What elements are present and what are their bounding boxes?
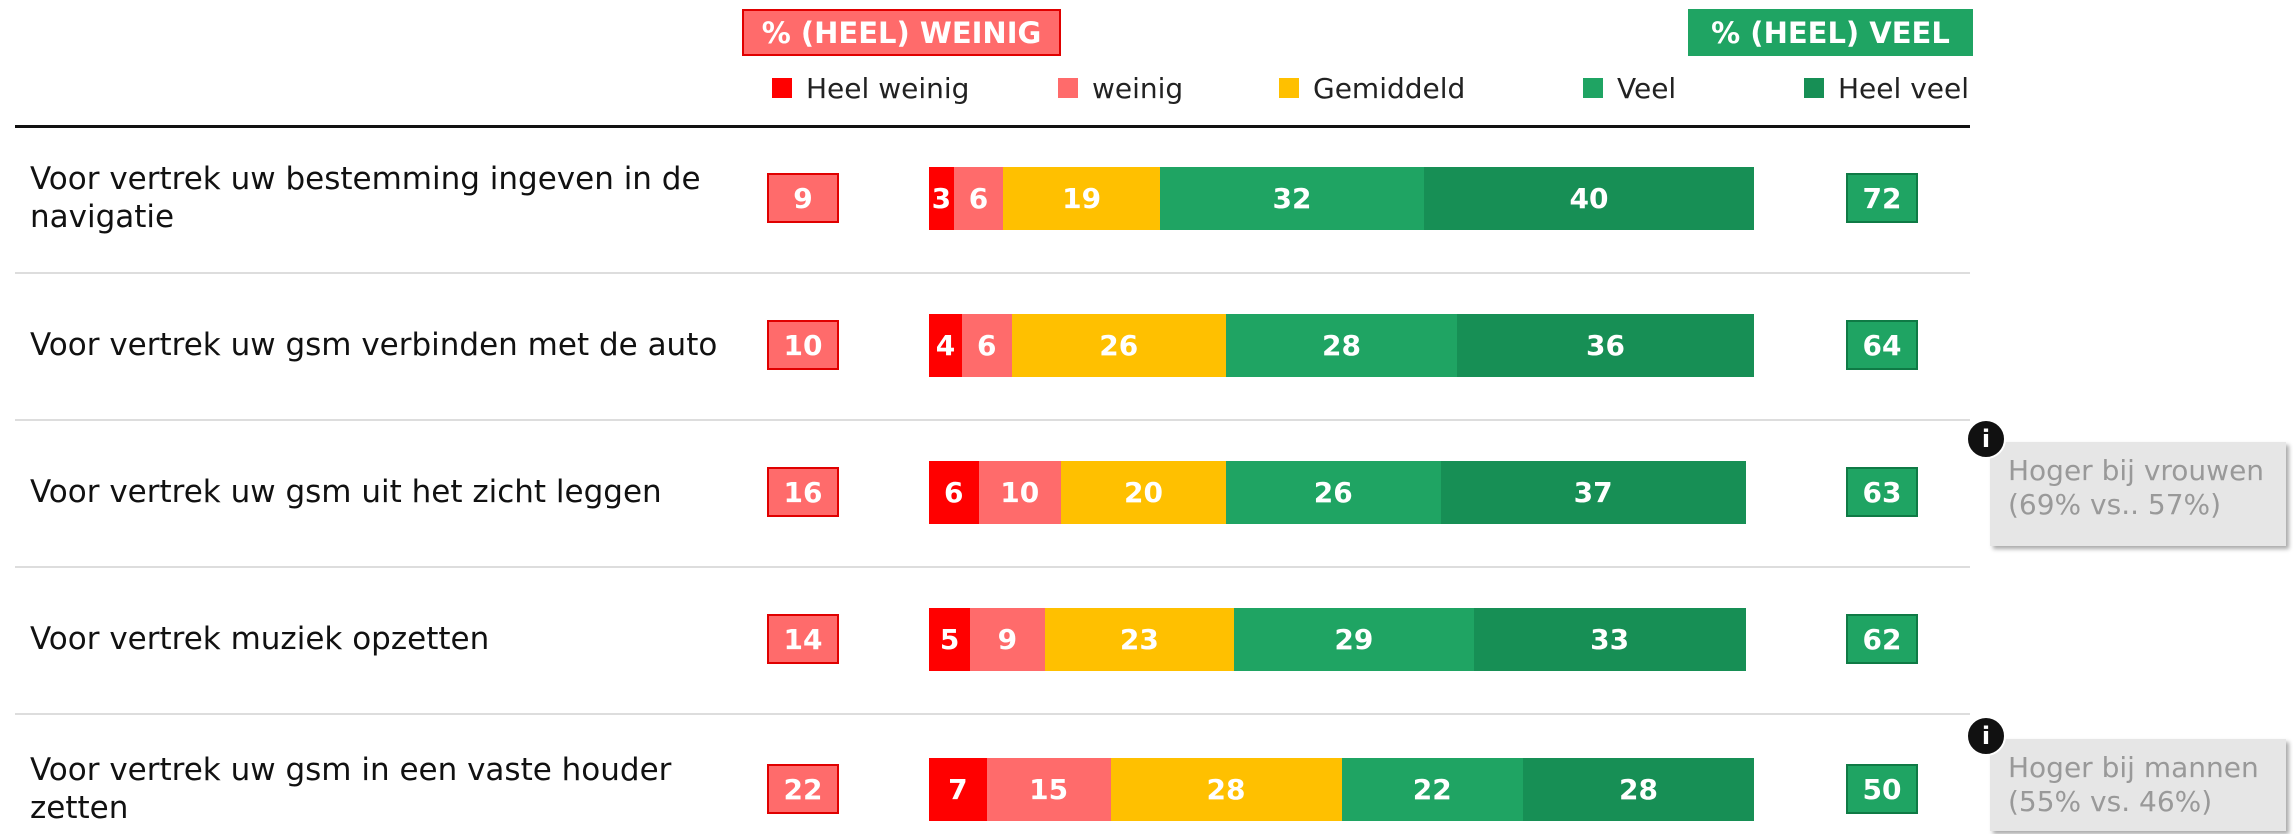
note-line: Hoger bij mannen	[2008, 751, 2259, 784]
low-total: 16	[767, 467, 839, 517]
legend-label: Heel veel	[1838, 71, 1969, 105]
high-header: % (HEEL) VEEL	[1688, 9, 1973, 56]
legend-swatch	[1058, 78, 1078, 98]
note-line: (69% vs.. 57%)	[2008, 488, 2222, 521]
bar-segment: 36	[1457, 313, 1754, 377]
high-total: 50	[1846, 764, 1918, 814]
bar-segment: 28	[1226, 313, 1457, 377]
bar-segment: 20	[1061, 460, 1226, 524]
row-separator	[15, 272, 1970, 274]
legend-item: Gemiddeld	[1279, 68, 1465, 108]
legend-swatch	[1804, 78, 1824, 98]
low-header: % (HEEL) WEINIG	[742, 9, 1061, 56]
legend-swatch	[1583, 78, 1603, 98]
note-box: Hoger bij vrouwen (69% vs.. 57%)	[1990, 442, 2286, 546]
bar-segment: 7	[929, 757, 987, 821]
legend-item: Heel weinig	[772, 68, 969, 108]
bar-segment: 22	[1341, 757, 1523, 821]
bar-segment: 33	[1473, 607, 1746, 671]
note-line: Hoger bij vrouwen	[2008, 454, 2265, 487]
row-label: Voor vertrek uw bestemming ingeven in de…	[30, 161, 701, 235]
bar-segment: 37	[1440, 460, 1746, 524]
legend-label: Gemiddeld	[1313, 71, 1466, 105]
low-total: 9	[767, 173, 839, 223]
row-separator	[15, 419, 1970, 421]
legend-swatch	[772, 78, 792, 98]
high-total: 62	[1846, 614, 1918, 664]
row-label: Voor vertrek uw gsm uit het zicht leggen	[30, 474, 662, 510]
info-icon: i	[1966, 716, 2006, 756]
high-total: 72	[1846, 173, 1918, 223]
bar-segment: 26	[1011, 313, 1226, 377]
legend-item: Veel	[1583, 68, 1676, 108]
bar-segment: 32	[1160, 166, 1424, 230]
high-total: 63	[1846, 467, 1918, 517]
info-icon: i	[1966, 419, 2006, 459]
bar-segment: 9	[970, 607, 1045, 671]
bar-segment: 4	[929, 313, 962, 377]
bar-segment: 26	[1226, 460, 1441, 524]
bar-segment: 15	[986, 757, 1111, 821]
row-separator	[15, 713, 1970, 715]
legend-label: Veel	[1617, 71, 1677, 105]
row-label: Voor vertrek muziek opzetten	[30, 621, 490, 657]
bar-segment: 40	[1424, 166, 1754, 230]
row-label: Voor vertrek uw gsm verbinden met de aut…	[30, 327, 718, 363]
legend-label: Heel weinig	[806, 71, 970, 105]
bar-segment: 23	[1044, 607, 1235, 671]
bar-segment: 6	[953, 166, 1004, 230]
row-separator	[15, 566, 1970, 568]
bar-segment: 6	[929, 460, 979, 524]
bar-segment: 29	[1234, 607, 1474, 671]
high-total: 64	[1846, 320, 1918, 370]
note-box: Hoger bij mannen (55% vs. 46%)	[1990, 739, 2286, 831]
note-line: (55% vs. 46%)	[2008, 785, 2213, 818]
row-label: Voor vertrek uw gsm in een vaste houder …	[30, 752, 672, 826]
legend-item: Heel veel	[1804, 68, 1969, 108]
header-rule	[15, 125, 1970, 128]
low-total: 10	[767, 320, 839, 370]
bar-segment: 28	[1523, 757, 1754, 821]
legend-swatch	[1279, 78, 1299, 98]
bar-segment: 6	[962, 313, 1012, 377]
low-total: 22	[767, 764, 839, 814]
bar-segment: 5	[929, 607, 971, 671]
bar-segment: 3	[929, 166, 954, 230]
bar-segment: 10	[978, 460, 1061, 524]
low-total: 14	[767, 614, 839, 664]
bar-segment: 28	[1110, 757, 1342, 821]
legend-item: weinig	[1058, 68, 1183, 108]
bar-segment: 19	[1003, 166, 1160, 230]
legend-label: weinig	[1092, 71, 1184, 105]
